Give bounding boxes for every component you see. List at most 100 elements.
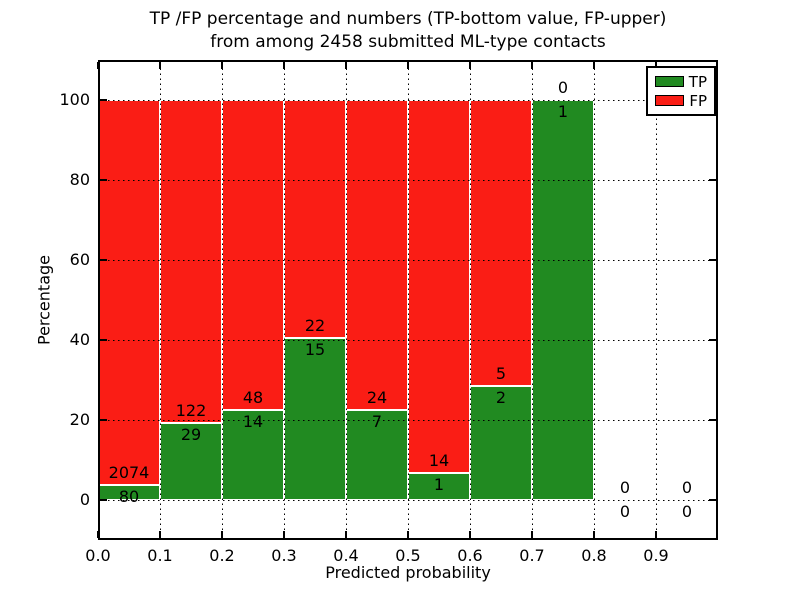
- x-tick-label: 0.7: [519, 546, 545, 565]
- bar-segment-fp: [98, 100, 160, 486]
- y-tick-label: 100: [59, 90, 90, 109]
- annotation-tp-count: 1: [557, 102, 569, 121]
- y-tick-label: 40: [69, 330, 90, 349]
- legend-swatch-fp: [655, 95, 684, 106]
- gridline-x: [655, 60, 657, 540]
- annotation-tp-count: 1: [433, 475, 445, 495]
- x-tick-mark: [469, 531, 471, 538]
- y-tick-label: 60: [69, 250, 90, 269]
- y-tick-mark: [100, 499, 107, 501]
- y-tick-label: 0: [79, 490, 90, 509]
- legend-label-fp: FP: [689, 91, 707, 110]
- annotation-tp-count: 29: [180, 425, 202, 445]
- annotation-tp-count: 14: [242, 411, 264, 431]
- annotation-tp-count: 80: [118, 487, 140, 507]
- gridline-x: [221, 60, 223, 540]
- y-tick-mark-right: [709, 179, 716, 181]
- x-tick-mark: [283, 531, 285, 538]
- legend-item-tp: TP: [655, 72, 707, 91]
- chart-title-line1: TP /FP percentage and numbers (TP-bottom…: [149, 9, 667, 29]
- legend-item-fp: FP: [655, 91, 707, 110]
- bar-segment-fp: [408, 100, 470, 474]
- annotation-fp-count: 0: [681, 478, 693, 497]
- x-tick-mark: [159, 531, 161, 538]
- x-tick-mark-top: [97, 62, 99, 69]
- bar-segment-tp: [408, 473, 470, 500]
- annotation-fp-count: 22: [304, 315, 326, 335]
- x-tick-mark-top: [407, 62, 409, 69]
- legend-box: TP FP: [646, 66, 716, 116]
- y-tick-mark-right: [709, 339, 716, 341]
- annotation-fp-count: 0: [557, 78, 569, 97]
- x-tick-mark: [221, 531, 223, 538]
- axes-frame: [98, 60, 718, 540]
- bar-segment-tp: [346, 409, 408, 500]
- annotation-tp-count: 2: [495, 387, 507, 407]
- y-tick-mark: [100, 99, 107, 101]
- annotation-tp-count: 15: [304, 339, 326, 359]
- annotation-fp-count: 5: [495, 363, 507, 383]
- x-tick-mark: [407, 531, 409, 538]
- bar-segment-tp: [532, 100, 594, 500]
- gridline-x: [407, 60, 409, 540]
- bar-segment-tp: [160, 423, 222, 500]
- gridline-x: [283, 60, 285, 540]
- x-tick-mark-top: [593, 62, 595, 69]
- x-tick-label: 0.4: [333, 546, 359, 565]
- annotation-fp-count: 2074: [108, 463, 150, 483]
- bar-segment-tp: [222, 409, 284, 500]
- y-tick-mark: [100, 339, 107, 341]
- legend-label-tp: TP: [688, 72, 707, 91]
- annotation-tp-count: 0: [619, 502, 631, 521]
- x-tick-mark: [345, 531, 347, 538]
- x-tick-mark-top: [655, 62, 657, 69]
- chart-title-line2: from among 2458 submitted ML-type contac…: [210, 32, 606, 52]
- gridline-x: [159, 60, 161, 540]
- x-tick-label: 0.0: [85, 546, 111, 565]
- x-tick-mark-top: [159, 62, 161, 69]
- annotation-fp-count: 14: [428, 451, 450, 471]
- y-tick-label: 20: [69, 410, 90, 429]
- x-tick-mark-top: [345, 62, 347, 69]
- y-tick-mark-right: [709, 499, 716, 501]
- y-tick-mark-right: [709, 259, 716, 261]
- annotation-fp-count: 122: [175, 401, 207, 421]
- annotation-fp-count: 0: [619, 478, 631, 497]
- bar-segment-fp: [160, 100, 222, 424]
- y-tick-mark: [100, 259, 107, 261]
- y-tick-mark: [100, 419, 107, 421]
- y-tick-mark: [100, 179, 107, 181]
- gridline-x: [593, 60, 595, 540]
- bar-segment-fp: [222, 100, 284, 410]
- y-tick-label: 80: [69, 170, 90, 189]
- chart-title: TP /FP percentage and numbers (TP-bottom…: [98, 8, 718, 54]
- annotation-tp-count: 0: [681, 502, 693, 521]
- x-tick-label: 0.6: [457, 546, 483, 565]
- gridline-x: [345, 60, 347, 540]
- x-tick-label: 0.9: [643, 546, 669, 565]
- x-tick-mark-top: [221, 62, 223, 69]
- x-tick-label: 0.5: [395, 546, 421, 565]
- annotation-tp-count: 7: [371, 411, 383, 431]
- x-tick-mark: [655, 531, 657, 538]
- bar-segment-fp: [470, 100, 532, 386]
- x-axis-label: Predicted probability: [325, 563, 491, 582]
- gridline-x: [469, 60, 471, 540]
- legend-swatch-tp: [655, 76, 684, 87]
- x-tick-label: 0.3: [271, 546, 297, 565]
- x-tick-label: 0.8: [581, 546, 607, 565]
- bar-segment-tp: [470, 385, 532, 500]
- x-tick-label: 0.2: [209, 546, 235, 565]
- annotation-fp-count: 48: [242, 387, 264, 407]
- y-tick-mark-right: [709, 419, 716, 421]
- x-tick-mark: [97, 531, 99, 538]
- x-tick-mark: [593, 531, 595, 538]
- x-tick-mark-top: [531, 62, 533, 69]
- annotation-fp-count: 24: [366, 387, 388, 407]
- x-tick-label: 0.1: [147, 546, 173, 565]
- x-tick-mark-top: [283, 62, 285, 69]
- x-tick-mark-top: [469, 62, 471, 69]
- bar-segment-tp: [284, 337, 346, 500]
- x-tick-mark: [531, 531, 533, 538]
